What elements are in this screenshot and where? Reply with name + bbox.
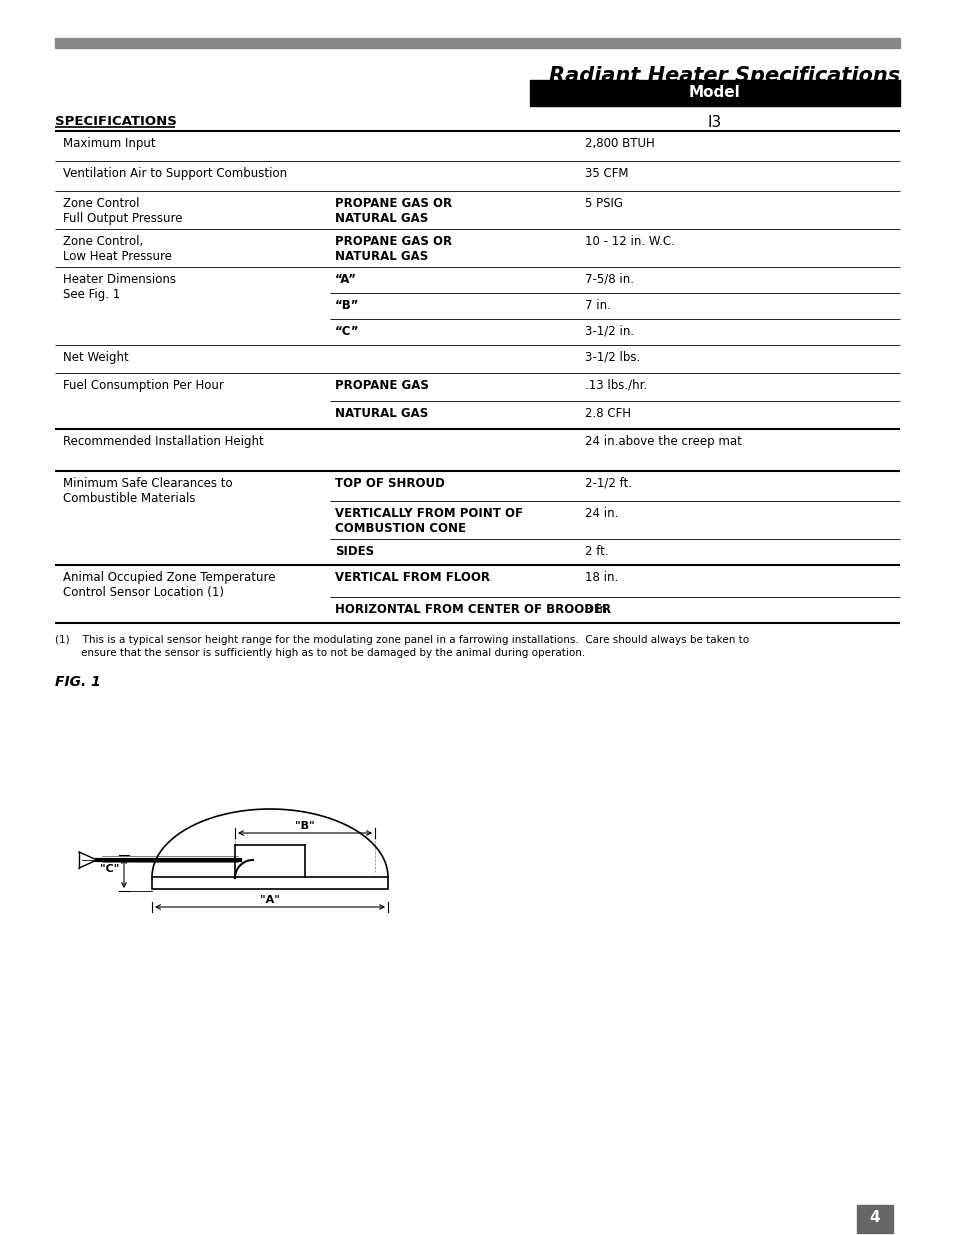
Text: Animal Occupied Zone Temperature
Control Sensor Location (1): Animal Occupied Zone Temperature Control… (63, 571, 275, 599)
Text: "C": "C" (99, 864, 119, 874)
Text: TOP OF SHROUD: TOP OF SHROUD (335, 477, 444, 490)
Text: Ventilation Air to Support Combustion: Ventilation Air to Support Combustion (63, 167, 287, 180)
Text: 2,800 BTUH: 2,800 BTUH (584, 137, 654, 149)
Text: I3: I3 (707, 115, 721, 130)
Text: Net Weight: Net Weight (63, 351, 129, 364)
Text: Model: Model (688, 85, 740, 100)
Text: Heater Dimensions
See Fig. 1: Heater Dimensions See Fig. 1 (63, 273, 175, 301)
Text: Maximum Input: Maximum Input (63, 137, 155, 149)
Text: (1)    This is a typical sensor height range for the modulating zone panel in a : (1) This is a typical sensor height rang… (55, 635, 748, 645)
Text: Radiant Heater Specifications: Radiant Heater Specifications (548, 65, 899, 86)
Bar (856, 1205, 892, 1233)
Text: Fuel Consumption Per Hour: Fuel Consumption Per Hour (63, 379, 224, 391)
Bar (530, 80, 899, 106)
Text: FIG. 1: FIG. 1 (55, 676, 101, 689)
Text: 24 in.above the creep mat: 24 in.above the creep mat (584, 435, 741, 448)
Bar (55, 38, 899, 48)
Bar (152, 877, 388, 889)
Text: .13 lbs./hr.: .13 lbs./hr. (584, 379, 646, 391)
Text: 7 in.: 7 in. (584, 299, 610, 312)
Text: 24 in.: 24 in. (584, 508, 618, 520)
Text: “A”: “A” (335, 273, 356, 287)
Text: Minimum Safe Clearances to
Combustible Materials: Minimum Safe Clearances to Combustible M… (63, 477, 233, 505)
Text: “B”: “B” (335, 299, 359, 312)
Text: 5 PSIG: 5 PSIG (584, 198, 622, 210)
Text: 2 ft.: 2 ft. (584, 545, 608, 558)
Text: Recommended Installation Height: Recommended Installation Height (63, 435, 263, 448)
Text: 8 in.: 8 in. (584, 603, 610, 616)
Text: 4: 4 (869, 1210, 880, 1225)
Text: ensure that the sensor is sufficiently high as to not be damaged by the animal d: ensure that the sensor is sufficiently h… (55, 648, 584, 658)
Text: 18 in.: 18 in. (584, 571, 618, 584)
Text: “C”: “C” (335, 325, 359, 338)
Text: 10 - 12 in. W.C.: 10 - 12 in. W.C. (584, 235, 674, 248)
Text: SPECIFICATIONS: SPECIFICATIONS (55, 115, 176, 128)
Text: 2-1/2 ft.: 2-1/2 ft. (584, 477, 631, 490)
Text: SIDES: SIDES (335, 545, 374, 558)
Text: PROPANE GAS OR
NATURAL GAS: PROPANE GAS OR NATURAL GAS (335, 235, 452, 263)
Text: "B": "B" (294, 821, 314, 831)
Text: Zone Control,
Low Heat Pressure: Zone Control, Low Heat Pressure (63, 235, 172, 263)
Text: 2.8 CFH: 2.8 CFH (584, 408, 630, 420)
Text: VERTICALLY FROM POINT OF
COMBUSTION CONE: VERTICALLY FROM POINT OF COMBUSTION CONE (335, 508, 522, 535)
Text: PROPANE GAS: PROPANE GAS (335, 379, 429, 391)
Text: VERTICAL FROM FLOOR: VERTICAL FROM FLOOR (335, 571, 490, 584)
Text: 3-1/2 lbs.: 3-1/2 lbs. (584, 351, 639, 364)
Text: 35 CFM: 35 CFM (584, 167, 628, 180)
Text: Zone Control
Full Output Pressure: Zone Control Full Output Pressure (63, 198, 182, 225)
Text: HORIZONTAL FROM CENTER OF BROODER: HORIZONTAL FROM CENTER OF BROODER (335, 603, 611, 616)
Text: NATURAL GAS: NATURAL GAS (335, 408, 428, 420)
Text: PROPANE GAS OR
NATURAL GAS: PROPANE GAS OR NATURAL GAS (335, 198, 452, 225)
Text: 7-5/8 in.: 7-5/8 in. (584, 273, 634, 287)
Text: 3-1/2 in.: 3-1/2 in. (584, 325, 634, 338)
Text: "A": "A" (260, 895, 279, 905)
